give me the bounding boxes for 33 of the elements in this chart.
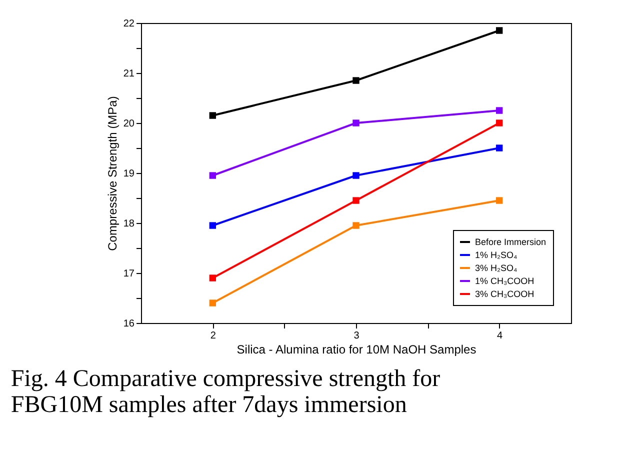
x-tick-label: 2 (210, 330, 216, 342)
y-tick-label: 22 (123, 18, 135, 30)
legend-label: 3% H₂SO₄ (475, 263, 518, 273)
point (209, 222, 216, 229)
point (352, 77, 360, 84)
point (496, 197, 503, 204)
point (209, 112, 216, 119)
y-tick-label: 20 (123, 118, 135, 130)
x-tick-label: 3 (354, 330, 360, 342)
y-tick-label: 17 (123, 268, 135, 280)
point (352, 222, 360, 229)
legend-label: 1% CH₃COOH (475, 276, 534, 286)
x-axis-title: Silica - Alumina ratio for 10M NaOH Samples (236, 342, 476, 356)
point (352, 197, 360, 204)
x-tick-label: 4 (497, 330, 504, 342)
y-axis-title: Compressive Strength (MPa) (105, 96, 120, 251)
point (496, 144, 503, 152)
point (209, 274, 216, 282)
point (496, 120, 503, 126)
y-tick-label: 19 (123, 168, 135, 180)
legend-label: 1% H₂SO₄ (475, 250, 518, 260)
point (209, 172, 216, 179)
point (352, 120, 360, 126)
point (209, 300, 216, 306)
point (496, 27, 503, 34)
y-tick-label: 21 (123, 68, 135, 80)
legend-label: Before Immersion (475, 237, 546, 247)
point (496, 107, 503, 114)
text: Fig. 4 Comparative compressive strength for FBG10M samples after 7days immersion (10, 366, 440, 418)
legend-label: 3% CH₃COOH (475, 289, 534, 299)
point (352, 172, 360, 179)
y-tick-label: 18 (123, 218, 135, 230)
y-tick-label: 16 (123, 318, 135, 330)
